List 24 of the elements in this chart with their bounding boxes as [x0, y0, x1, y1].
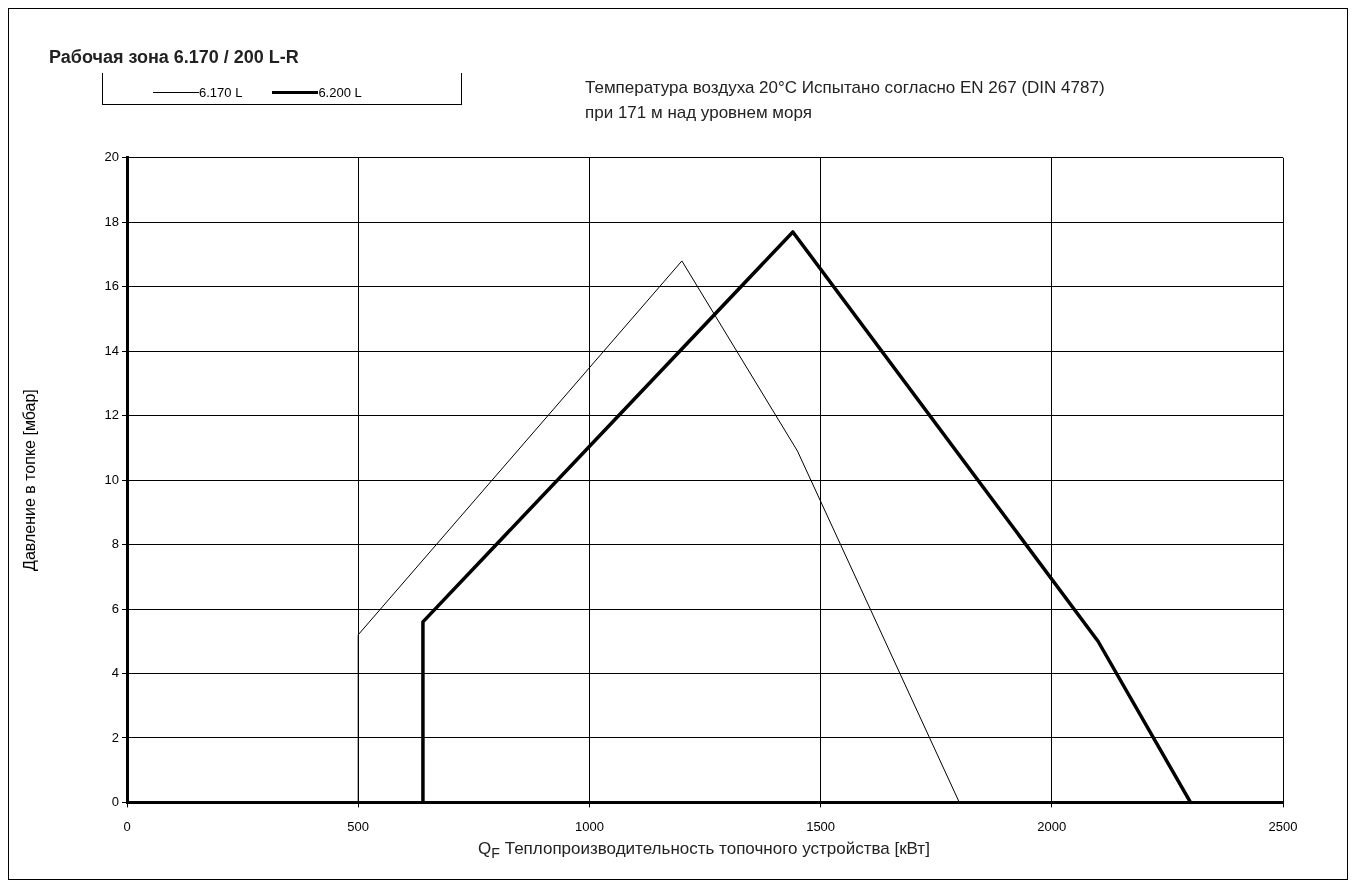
y-tick-label: 6 — [111, 600, 119, 616]
text: Температура воздуха 20°C Испытано согласно EN 267 (DIN 4787) — [585, 77, 1105, 99]
y-tick-label: 20 — [104, 149, 119, 165]
y-tick-label: 12 — [104, 407, 119, 423]
y-tick-label: 8 — [111, 536, 119, 552]
legend-label: 6.200 L — [318, 85, 362, 100]
x-tick-label: 2000 — [1037, 818, 1067, 834]
y-tick-label: 4 — [111, 665, 119, 681]
y-axis-title: Давление в топке [мбар] — [21, 389, 39, 571]
x-tick-label: 500 — [347, 818, 370, 834]
y-tick-label: 10 — [104, 471, 119, 487]
legend-label: 6.170 L — [199, 85, 243, 100]
y-tick-label: 2 — [111, 729, 119, 745]
y-tick-label: 0 — [111, 793, 119, 809]
chart-title: Рабочая зона 6.170 / 200 L-R — [49, 47, 299, 68]
y-tick-label: 16 — [104, 278, 119, 294]
y-tick-label: 14 — [104, 342, 119, 358]
y-tick-label: 18 — [104, 213, 119, 229]
x-tick-label: 1500 — [806, 818, 836, 834]
x-tick-label: 0 — [123, 818, 131, 834]
x-tick-label: 1000 — [574, 818, 604, 834]
text: при 171 м над уровнем моря — [585, 102, 813, 124]
x-tick-label: 2500 — [1268, 818, 1298, 834]
x-axis-title: Q$_{F}$ Теплопроизводительность топочного устройства [кВт] — [477, 839, 931, 862]
